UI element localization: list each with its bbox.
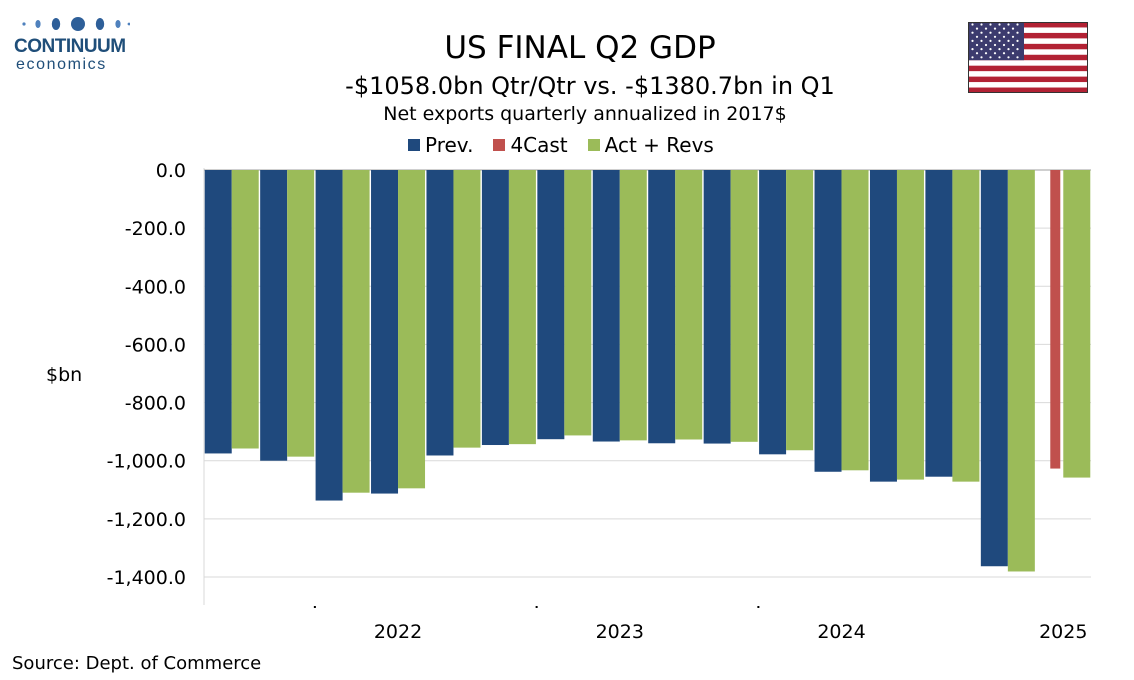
bar-actual bbox=[675, 170, 703, 440]
y-axis-label: $bn bbox=[46, 364, 83, 386]
y-tick-label: -1,200.0 bbox=[107, 509, 186, 531]
chart-title: US FINAL Q2 GDP bbox=[444, 30, 716, 66]
legend-label-prev: Prev. bbox=[425, 133, 474, 157]
bar-actual bbox=[231, 170, 259, 449]
bar-actual bbox=[1007, 170, 1035, 572]
y-tick-label: -400.0 bbox=[125, 276, 186, 298]
bar-actual bbox=[1063, 170, 1091, 478]
y-tick-label: 0.0 bbox=[156, 160, 186, 182]
us-flag-icon bbox=[968, 22, 1088, 93]
bar-actual bbox=[841, 170, 869, 471]
bar-actual bbox=[453, 170, 481, 448]
bar-actual bbox=[786, 170, 814, 451]
legend-swatch-prev bbox=[408, 139, 420, 151]
bar-actual bbox=[952, 170, 980, 482]
logo-wordmark: CONTINUUM bbox=[14, 36, 126, 57]
logo-dots-icon bbox=[22, 17, 130, 31]
bar-actual bbox=[564, 170, 592, 436]
bar-prev bbox=[759, 170, 787, 455]
legend-item-actual: Act + Revs bbox=[587, 133, 714, 157]
x-year-label: 2022 bbox=[374, 621, 422, 643]
bar-prev bbox=[925, 170, 953, 477]
legend-swatch-forecast bbox=[493, 139, 506, 151]
bar-actual bbox=[730, 170, 758, 442]
x-year-label: 2024 bbox=[817, 621, 865, 643]
y-tick-label: -200.0 bbox=[125, 218, 186, 240]
logo-subword: economics bbox=[16, 56, 107, 73]
y-tick-label: -600.0 bbox=[125, 334, 186, 356]
legend-item-prev: Prev. bbox=[408, 133, 473, 157]
bar-actual bbox=[896, 170, 924, 480]
bar-prev bbox=[814, 170, 842, 472]
legend-swatch-actual bbox=[587, 139, 600, 151]
bar-prev bbox=[371, 170, 399, 494]
bar-prev bbox=[260, 170, 288, 461]
bar-forecast bbox=[1050, 170, 1061, 469]
bar-actual bbox=[508, 170, 536, 445]
chart-subtitle: -$1058.0bn Qtr/Qtr vs. -$1380.7bn in Q1 bbox=[345, 72, 835, 100]
x-tick-mark bbox=[535, 606, 538, 608]
x-tick-mark bbox=[757, 606, 760, 608]
bar-prev bbox=[648, 170, 676, 444]
bar-prev bbox=[481, 170, 509, 446]
y-tick-label: -800.0 bbox=[125, 393, 186, 415]
bar-actual bbox=[398, 170, 426, 489]
bar-prev bbox=[537, 170, 565, 440]
y-tick-label: -1,400.0 bbox=[107, 567, 186, 589]
bar-actual bbox=[619, 170, 647, 441]
legend-label-actual: Act + Revs bbox=[604, 133, 714, 157]
x-year-label: 2023 bbox=[596, 621, 644, 643]
bar-actual bbox=[342, 170, 370, 493]
continuum-logo: CONTINUUM economics bbox=[12, 14, 137, 76]
bar-prev bbox=[315, 170, 343, 501]
bar-prev bbox=[703, 170, 731, 444]
bar-prev bbox=[204, 170, 232, 454]
legend-item-forecast: 4Cast bbox=[493, 133, 568, 157]
bar-actual bbox=[287, 170, 315, 457]
bar-prev bbox=[869, 170, 897, 482]
legend: Prev. 4Cast Act + Revs bbox=[408, 133, 734, 157]
chart-subtitle-2: Net exports quarterly annualized in 2017… bbox=[383, 103, 787, 125]
legend-label-forecast: 4Cast bbox=[510, 133, 568, 157]
x-year-label: 2025 bbox=[1039, 621, 1087, 643]
y-tick-label: -1,000.0 bbox=[107, 451, 186, 473]
bar-prev bbox=[592, 170, 620, 442]
x-tick-mark bbox=[313, 606, 316, 608]
bar-prev bbox=[980, 170, 1008, 567]
source-note: Source: Dept. of Commerce bbox=[12, 653, 262, 674]
bar-prev bbox=[426, 170, 454, 456]
